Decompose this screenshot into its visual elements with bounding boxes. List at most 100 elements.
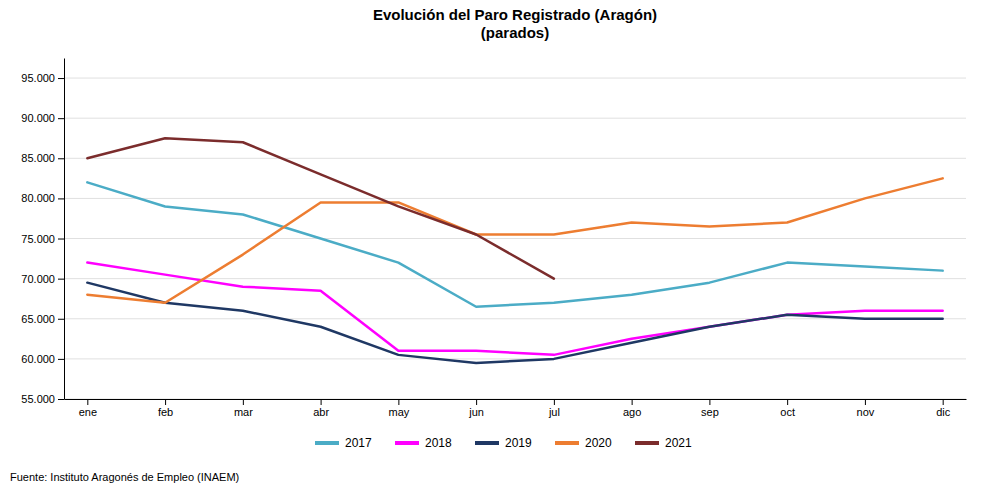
grid (64, 78, 966, 399)
x-tick-mark (87, 399, 88, 405)
x-tick-label: nov (857, 406, 875, 418)
legend-swatch (475, 441, 499, 445)
y-axis-line (64, 59, 65, 400)
series-line (87, 178, 942, 302)
y-tick-label: 90.000 (21, 112, 55, 124)
legend-item: 2019 (475, 436, 532, 450)
x-tick: mar (234, 399, 253, 418)
y-tick-mark (58, 118, 64, 119)
legend-label: 2017 (345, 436, 372, 450)
y-tick-mark (58, 78, 64, 79)
x-tick-mark (165, 399, 166, 405)
series-line (87, 138, 554, 278)
legend-item: 2021 (635, 436, 692, 450)
x-tick: ene (79, 399, 97, 418)
x-tick: feb (158, 399, 173, 418)
y-tick-label: 60.000 (21, 353, 55, 365)
x-tick: abr (313, 399, 329, 418)
y-tick-mark (58, 158, 64, 159)
legend-swatch (395, 441, 419, 445)
x-tick-label: jun (468, 406, 484, 418)
y-tick: 55.000 (21, 393, 64, 405)
x-tick-label: jul (548, 406, 560, 418)
y-tick-mark (58, 319, 64, 320)
grid-line (64, 78, 966, 79)
x-axis-line (65, 399, 967, 400)
legend-label: 2019 (505, 436, 532, 450)
x-axis: ene feb mar abr may jun jul ago sep oct nov dic (65, 399, 967, 418)
x-tick: ago (623, 399, 641, 418)
grid-line (64, 399, 966, 400)
y-axis: 55.000 60.000 65.000 70.000 75.000 80.000 85.0… (21, 59, 64, 406)
x-tick-label: mar (234, 406, 253, 418)
legend: 2017 2018 2019 2020 2021 (315, 436, 692, 450)
x-tick: sep (701, 399, 719, 418)
legend-swatch (315, 441, 339, 445)
y-tick: 85.000 (21, 152, 64, 164)
x-tick-mark (476, 399, 477, 405)
grid-line (64, 158, 966, 159)
x-tick-label: ago (623, 406, 641, 418)
source-note: Fuente: Instituto Aragonés de Empleo (IN… (10, 471, 239, 483)
legend-item: 2017 (315, 436, 372, 450)
x-tick-label: oct (780, 406, 795, 418)
y-tick: 60.000 (21, 353, 64, 365)
x-tick-mark (554, 399, 555, 405)
y-tick-label: 70.000 (21, 273, 55, 285)
x-tick: nov (857, 399, 875, 418)
x-tick-label: sep (701, 406, 719, 418)
plot-area: 55.000 60.000 65.000 70.000 75.000 80.000 85.0… (21, 59, 966, 418)
x-tick: may (388, 399, 409, 418)
grid-line (64, 238, 966, 239)
y-tick: 80.000 (21, 192, 64, 204)
x-tick-mark (632, 399, 633, 405)
y-tick-label: 85.000 (21, 152, 55, 164)
x-tick-label: dic (936, 406, 951, 418)
y-tick-label: 65.000 (21, 313, 55, 325)
x-tick: jul (548, 399, 560, 418)
lines (87, 138, 942, 363)
y-tick-mark (58, 198, 64, 199)
y-tick-label: 55.000 (21, 393, 55, 405)
legend-label: 2021 (665, 436, 692, 450)
x-tick-label: abr (313, 406, 329, 418)
x-tick-mark (865, 399, 866, 405)
chart: 55.000 60.000 65.000 70.000 75.000 80.000 85.0… (0, 0, 990, 491)
grid-line (64, 318, 966, 319)
y-tick-mark (58, 399, 64, 400)
series-line (87, 283, 942, 363)
y-tick: 95.000 (21, 72, 64, 84)
series-line (87, 182, 942, 306)
x-tick-label: feb (158, 406, 173, 418)
legend-label: 2018 (425, 436, 452, 450)
grid-line (64, 118, 966, 119)
x-tick: dic (936, 399, 951, 418)
x-tick-mark (243, 399, 244, 405)
grid-line (64, 198, 966, 199)
x-tick-label: may (388, 406, 409, 418)
x-tick-mark (787, 399, 788, 405)
legend-item: 2018 (395, 436, 452, 450)
legend-item: 2020 (555, 436, 612, 450)
x-tick-mark (321, 399, 322, 405)
y-tick-label: 75.000 (21, 233, 55, 245)
y-tick: 70.000 (21, 273, 64, 285)
y-tick-mark (58, 239, 64, 240)
x-tick-mark (943, 399, 944, 405)
legend-swatch (635, 441, 659, 445)
legend-swatch (555, 441, 579, 445)
y-tick: 90.000 (21, 112, 64, 124)
grid-line (64, 358, 966, 359)
x-tick: jun (468, 399, 484, 418)
y-tick-label: 95.000 (21, 72, 55, 84)
y-tick-mark (58, 279, 64, 280)
title: Evolución del Paro Registrado (Aragón)(p… (373, 6, 657, 41)
y-tick: 75.000 (21, 233, 64, 245)
y-tick: 65.000 (21, 313, 64, 325)
y-tick-mark (58, 359, 64, 360)
legend-label: 2020 (585, 436, 612, 450)
x-tick: oct (780, 399, 795, 418)
y-tick-label: 80.000 (21, 192, 55, 204)
x-tick-mark (398, 399, 399, 405)
x-tick-mark (709, 399, 710, 405)
